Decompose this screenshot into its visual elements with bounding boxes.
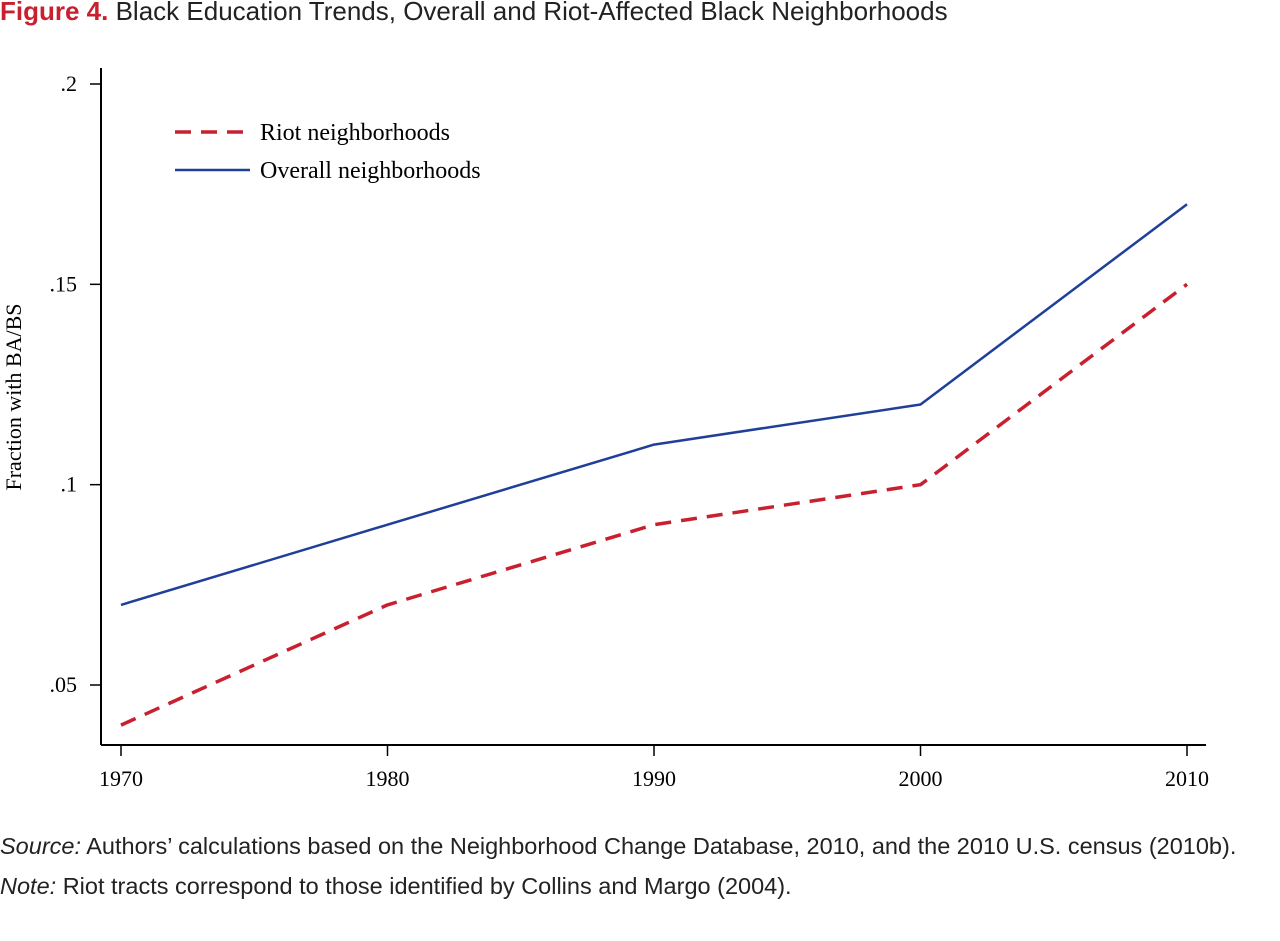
chart-series <box>120 203 1189 727</box>
chart-legend: Riot neighborhoods Overall neighborhoods <box>175 120 481 184</box>
note: Note: Riot tracts correspond to those id… <box>0 866 1280 906</box>
legend-label: Overall neighborhoods <box>260 158 481 184</box>
note-text: Riot tracts correspond to those identifi… <box>62 873 792 899</box>
y-tick-label: .2 <box>61 71 78 96</box>
figure-notes: Source: Authors’ calculations based on t… <box>0 826 1280 906</box>
source-note: Source: Authors’ calculations based on t… <box>0 826 1280 866</box>
legend-label: Riot neighborhoods <box>260 120 450 146</box>
note-label: Note: <box>0 873 57 899</box>
riot-series-line <box>120 282 1189 727</box>
x-tick-label: 2000 <box>899 766 943 791</box>
source-label: Source: <box>0 833 81 859</box>
chart-axes: .05 .1 .15 .2 1970 1980 1990 2000 2010 <box>50 68 1209 791</box>
x-tick-label: 1970 <box>99 766 143 791</box>
x-tick-label: 1980 <box>366 766 410 791</box>
source-text: Authors’ calculations based on the Neigh… <box>86 833 1237 859</box>
y-axis-label: Fraction with BA/BS <box>1 303 26 490</box>
figure-title: Figure 4. Black Education Trends, Overal… <box>0 0 1280 27</box>
y-tick-label: .05 <box>50 672 78 697</box>
line-chart: .05 .1 .15 .2 1970 1980 1990 2000 2010 Riot neig… <box>1 68 1209 791</box>
y-tick-label: .15 <box>50 271 78 296</box>
x-tick-label: 2010 <box>1165 766 1209 791</box>
figure-label: Figure 4. <box>0 0 109 26</box>
figure-title-text: Black Education Trends, Overall and Riot… <box>115 0 948 26</box>
x-tick-label: 1990 <box>632 766 676 791</box>
y-tick-label: .1 <box>61 472 78 497</box>
